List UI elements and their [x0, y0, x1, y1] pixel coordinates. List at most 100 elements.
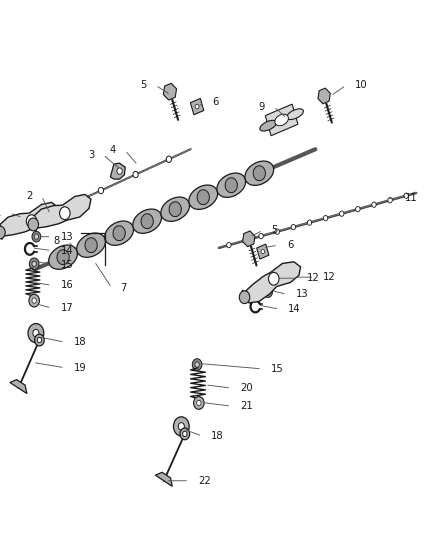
Circle shape: [32, 298, 36, 303]
Ellipse shape: [287, 109, 304, 119]
Circle shape: [307, 220, 312, 225]
Circle shape: [195, 362, 199, 367]
Text: 14: 14: [288, 304, 301, 314]
Text: 13: 13: [296, 289, 308, 299]
Text: 4: 4: [110, 146, 116, 155]
Ellipse shape: [197, 190, 209, 205]
Polygon shape: [243, 231, 255, 247]
Ellipse shape: [275, 114, 288, 126]
Polygon shape: [155, 472, 172, 487]
Ellipse shape: [217, 173, 246, 197]
Circle shape: [65, 203, 70, 209]
Circle shape: [356, 206, 360, 212]
Text: 11: 11: [405, 193, 418, 203]
Ellipse shape: [225, 178, 237, 192]
Ellipse shape: [169, 202, 181, 216]
Polygon shape: [265, 104, 298, 136]
Circle shape: [183, 431, 187, 437]
Text: 9: 9: [258, 102, 265, 111]
Circle shape: [243, 238, 247, 243]
Text: 3: 3: [88, 150, 94, 159]
Circle shape: [173, 417, 189, 436]
Circle shape: [339, 211, 344, 216]
Circle shape: [372, 202, 376, 207]
Text: 22: 22: [198, 476, 211, 486]
Circle shape: [291, 224, 296, 230]
Circle shape: [264, 287, 272, 297]
Text: 13: 13: [60, 232, 73, 241]
Text: 14: 14: [60, 246, 73, 255]
Ellipse shape: [133, 209, 162, 233]
Ellipse shape: [57, 250, 69, 264]
Ellipse shape: [77, 233, 106, 257]
Text: 15: 15: [60, 260, 73, 270]
Circle shape: [26, 215, 37, 228]
Circle shape: [37, 337, 42, 343]
Polygon shape: [191, 99, 204, 115]
Circle shape: [29, 294, 39, 307]
Circle shape: [388, 198, 392, 203]
Text: 6: 6: [212, 98, 219, 107]
Ellipse shape: [260, 120, 276, 131]
Ellipse shape: [105, 221, 134, 245]
Text: 6: 6: [287, 240, 293, 250]
Circle shape: [268, 272, 279, 285]
Circle shape: [227, 243, 231, 248]
Text: 12: 12: [307, 273, 319, 283]
Text: 8: 8: [53, 236, 59, 246]
Ellipse shape: [189, 185, 218, 209]
Circle shape: [28, 218, 39, 231]
Circle shape: [0, 226, 5, 239]
Circle shape: [180, 428, 190, 440]
Circle shape: [35, 334, 44, 346]
Text: 15: 15: [271, 364, 283, 374]
Circle shape: [266, 289, 270, 295]
Circle shape: [194, 397, 204, 409]
Polygon shape: [10, 379, 27, 393]
Text: 5: 5: [272, 225, 278, 235]
Circle shape: [28, 324, 44, 343]
Text: 19: 19: [74, 363, 86, 373]
Circle shape: [60, 207, 70, 220]
Polygon shape: [318, 88, 330, 104]
Circle shape: [133, 172, 138, 178]
Circle shape: [195, 104, 199, 109]
Polygon shape: [0, 203, 58, 239]
Ellipse shape: [161, 197, 190, 221]
Circle shape: [239, 291, 250, 304]
Polygon shape: [257, 244, 269, 259]
Circle shape: [404, 193, 408, 198]
Circle shape: [32, 231, 41, 242]
Text: 1: 1: [0, 208, 1, 218]
Circle shape: [197, 400, 201, 406]
Polygon shape: [33, 195, 91, 231]
Circle shape: [259, 233, 263, 239]
Circle shape: [178, 423, 184, 430]
Text: 18: 18: [74, 337, 86, 347]
Polygon shape: [242, 262, 300, 303]
Circle shape: [192, 359, 202, 370]
Circle shape: [34, 234, 39, 239]
Polygon shape: [110, 163, 125, 179]
Text: 16: 16: [60, 280, 73, 290]
Text: 12: 12: [323, 272, 336, 282]
Circle shape: [33, 329, 39, 337]
Circle shape: [261, 249, 265, 254]
Text: 17: 17: [60, 303, 73, 313]
Ellipse shape: [245, 161, 274, 185]
Circle shape: [29, 258, 39, 270]
Circle shape: [323, 215, 328, 221]
Circle shape: [275, 229, 279, 235]
Text: 5: 5: [140, 80, 147, 90]
Circle shape: [98, 188, 103, 193]
Circle shape: [166, 156, 172, 163]
Ellipse shape: [85, 238, 97, 253]
Text: 10: 10: [355, 80, 367, 90]
Ellipse shape: [141, 214, 153, 229]
Circle shape: [32, 261, 36, 266]
Ellipse shape: [113, 226, 125, 240]
Ellipse shape: [49, 245, 78, 269]
Ellipse shape: [253, 166, 265, 181]
Text: 2: 2: [26, 191, 33, 201]
Text: 18: 18: [211, 431, 224, 441]
